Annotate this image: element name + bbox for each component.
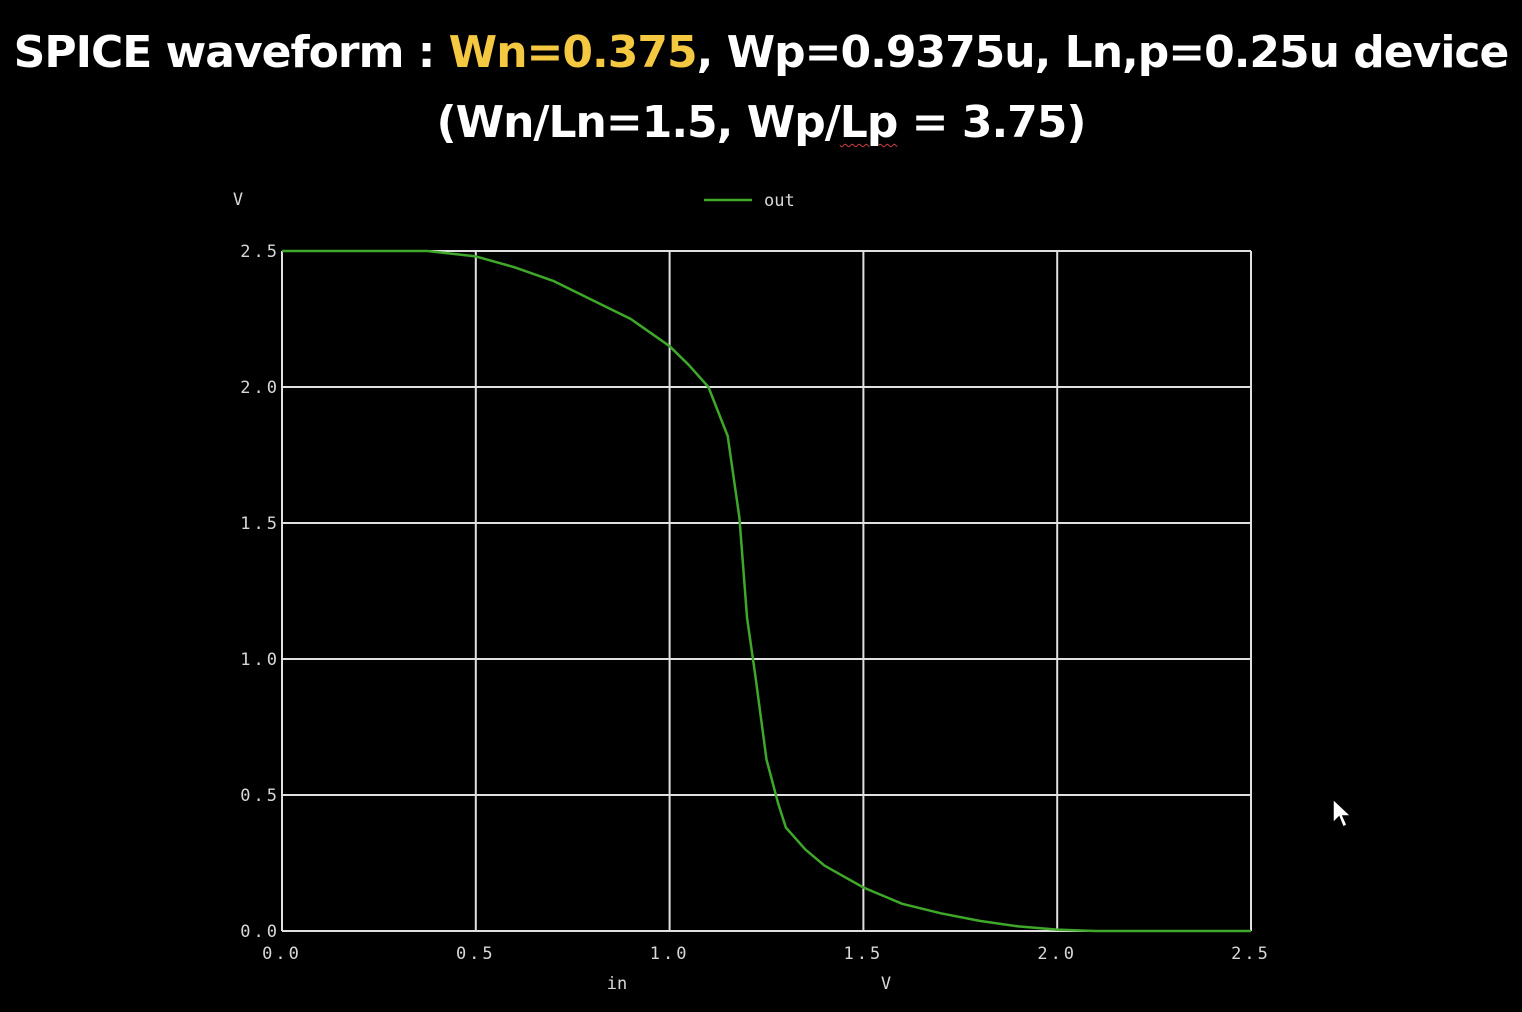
chart-series: [282, 249, 1251, 933]
y-tick-label: 2.5: [240, 242, 280, 262]
x-tick-label: 0.5: [456, 944, 496, 964]
y-tick-label: 1.5: [240, 514, 280, 534]
series-line-out: [282, 249, 1251, 933]
y-tick-label: 1.0: [240, 650, 280, 670]
title-line-1-prefix: SPICE waveform :: [13, 27, 449, 78]
title-highlight-wn: Wn=0.375: [448, 27, 698, 78]
x-axis-label: in: [607, 974, 627, 994]
legend-label-out: out: [764, 191, 795, 211]
chart-legend: out: [704, 191, 795, 211]
x-tick-label: 1.0: [650, 944, 690, 964]
title-squiggle-lp: Lp: [839, 97, 899, 148]
x-tick-label: 1.5: [844, 944, 884, 964]
title-line-1: SPICE waveform : Wn=0.375, Wp=0.9375u, L…: [0, 18, 1522, 88]
mouse-pointer-icon: [1332, 797, 1353, 829]
y-tick-label: 0.5: [240, 786, 280, 806]
x-tick-label: 2.0: [1037, 944, 1077, 964]
slide-title: SPICE waveform : Wn=0.375, Wp=0.9375u, L…: [0, 18, 1522, 158]
chart-tick-labels: 0.0 0.5 1.0 1.5 2.0 2.5 0.0 0.5 1.0 1.5 2.0 2.5: [240, 242, 1271, 964]
x-tick-label: 2.5: [1231, 944, 1271, 964]
x-axis-unit: V: [881, 974, 891, 994]
y-axis-unit: V: [233, 190, 243, 210]
title-line-2-prefix: (Wn/Ln=1.5, Wp/: [436, 97, 840, 148]
x-tick-label: 0.0: [262, 944, 302, 964]
title-line-2: (Wn/Ln=1.5, Wp/Lp = 3.75): [0, 88, 1522, 158]
y-tick-label: 2.0: [240, 378, 280, 398]
title-line-1-suffix: , Wp=0.9375u, Ln,p=0.25u device: [696, 27, 1510, 78]
title-line-2-suffix: = 3.75): [897, 97, 1087, 148]
y-tick-label: 0.0: [240, 922, 280, 942]
chart-grid: [281, 250, 1252, 932]
